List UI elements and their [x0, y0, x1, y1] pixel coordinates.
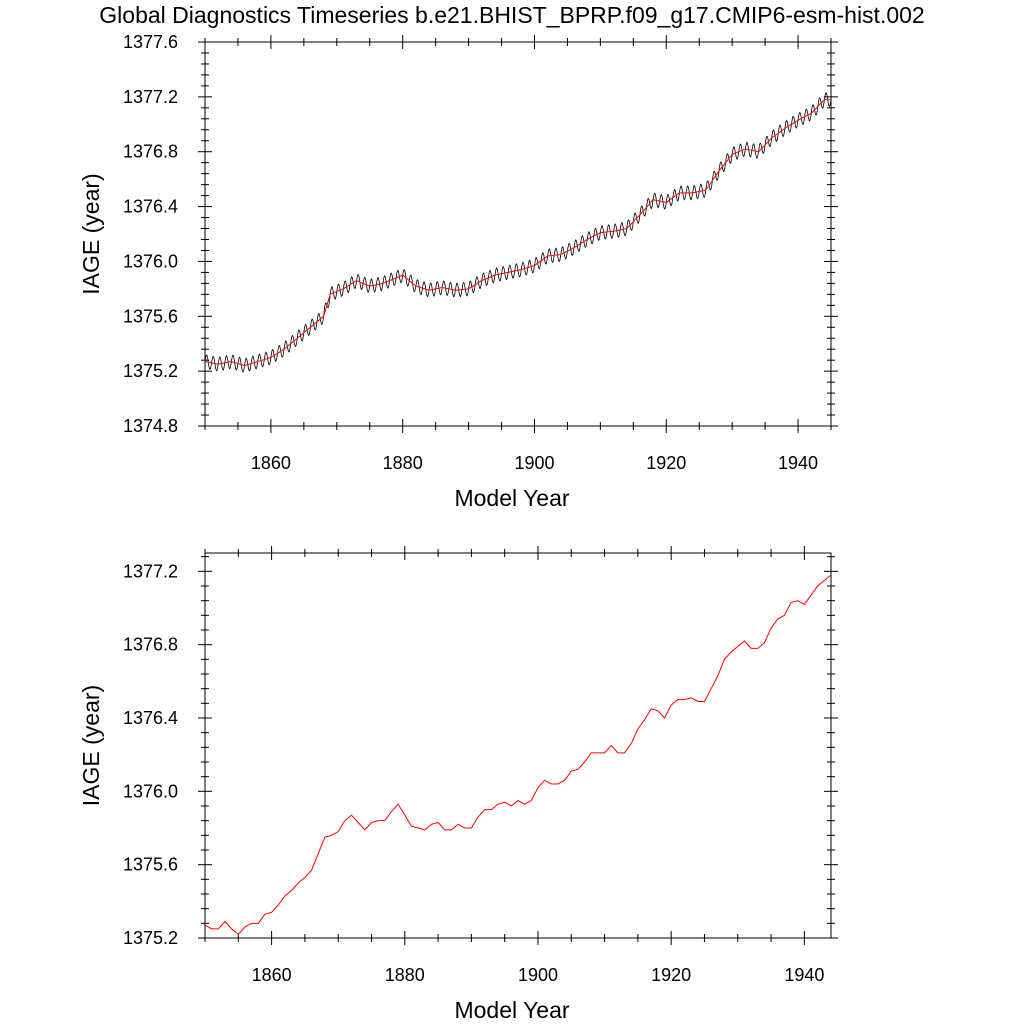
chart-bottom-ytick-label: 1375.6	[123, 855, 178, 875]
chart-bottom-ytick-label: 1376.0	[123, 781, 178, 801]
chart-bottom-xtick-label: 1900	[518, 965, 558, 985]
chart-top-ytick-label: 1376.4	[123, 197, 178, 217]
chart-top-ytick-label: 1374.8	[123, 416, 178, 436]
chart-bottom-xtick-label: 1880	[385, 965, 425, 985]
chart-top-xtick-label: 1940	[778, 453, 818, 473]
chart-top-frame	[204, 41, 832, 427]
chart-top-xtick-label: 1880	[383, 453, 423, 473]
bottom-panel: 1860 1880 1900 1920 1940 1375.2 1375.6 1376.0 13…	[78, 546, 838, 1023]
chart-top-ytick-label: 1375.6	[123, 306, 178, 326]
top-panel: 1860 1880 1900 1920 1940 1374.8 1375.2 1375.6 13…	[78, 32, 838, 511]
chart-top-ylabel: IAGE (year)	[78, 173, 104, 294]
chart-top-xtick-label: 1860	[251, 453, 291, 473]
chart-top-ytick-label: 1375.2	[123, 361, 178, 381]
chart-bottom-series-annual	[205, 574, 831, 936]
chart-top-xtick-label: 1920	[646, 453, 686, 473]
chart-top-xlabel: Model Year	[454, 485, 569, 511]
page-title: Global Diagnostics Timeseries b.e21.BHIS…	[99, 2, 925, 28]
chart-top-xtick-label: 1900	[514, 453, 554, 473]
chart-bottom-frame	[204, 552, 832, 939]
chart-top-series-annual	[205, 99, 831, 367]
chart-top-ytick-label: 1377.2	[123, 87, 178, 107]
chart-bottom-ytick-label: 1376.4	[123, 708, 178, 728]
chart-bottom-xlabel: Model Year	[454, 997, 569, 1023]
chart-top-ytick-label: 1376.0	[123, 251, 178, 271]
chart-bottom-ytick-label: 1377.2	[123, 561, 178, 581]
chart-bottom-ytick-label: 1376.8	[123, 635, 178, 655]
chart-bottom-xtick-label: 1860	[252, 965, 292, 985]
chart-top-ytick-label: 1377.6	[123, 32, 178, 52]
chart-bottom-xtick-label: 1940	[784, 965, 824, 985]
chart-top-series-monthly	[205, 91, 831, 373]
chart-bottom-ytick-label: 1375.2	[123, 928, 178, 948]
chart-top-ytick-label: 1376.8	[123, 142, 178, 162]
chart-bottom-xtick-label: 1920	[651, 965, 691, 985]
chart-bottom-ylabel: IAGE (year)	[78, 685, 104, 806]
